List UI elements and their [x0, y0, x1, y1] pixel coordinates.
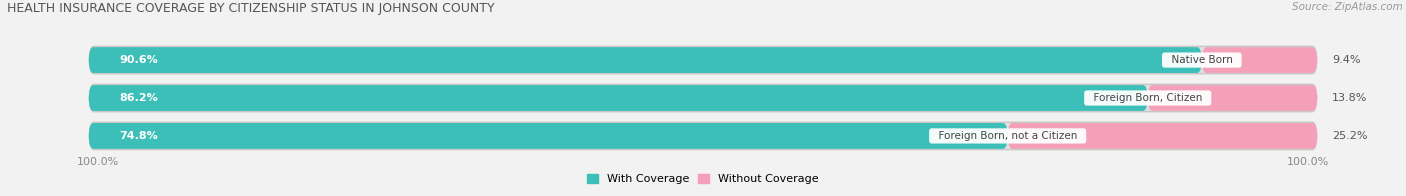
- FancyBboxPatch shape: [89, 123, 1008, 149]
- Text: Foreign Born, not a Citizen: Foreign Born, not a Citizen: [932, 131, 1084, 141]
- Text: 13.8%: 13.8%: [1331, 93, 1368, 103]
- FancyBboxPatch shape: [89, 123, 1317, 149]
- FancyBboxPatch shape: [89, 83, 1317, 113]
- Text: 90.6%: 90.6%: [120, 55, 159, 65]
- Text: 74.8%: 74.8%: [120, 131, 159, 141]
- Text: Source: ZipAtlas.com: Source: ZipAtlas.com: [1292, 2, 1403, 12]
- Text: 86.2%: 86.2%: [120, 93, 159, 103]
- Text: 25.2%: 25.2%: [1331, 131, 1368, 141]
- FancyBboxPatch shape: [89, 46, 1317, 74]
- FancyBboxPatch shape: [89, 122, 1317, 150]
- Legend: With Coverage, Without Coverage: With Coverage, Without Coverage: [582, 169, 824, 189]
- FancyBboxPatch shape: [89, 85, 1147, 111]
- FancyBboxPatch shape: [89, 85, 1317, 111]
- FancyBboxPatch shape: [89, 47, 1202, 73]
- FancyBboxPatch shape: [89, 47, 1317, 73]
- FancyBboxPatch shape: [1202, 47, 1317, 73]
- Text: 100.0%: 100.0%: [1288, 157, 1330, 167]
- Text: HEALTH INSURANCE COVERAGE BY CITIZENSHIP STATUS IN JOHNSON COUNTY: HEALTH INSURANCE COVERAGE BY CITIZENSHIP…: [7, 2, 495, 15]
- Text: Foreign Born, Citizen: Foreign Born, Citizen: [1087, 93, 1209, 103]
- Text: 9.4%: 9.4%: [1331, 55, 1361, 65]
- FancyBboxPatch shape: [1147, 85, 1317, 111]
- FancyBboxPatch shape: [1008, 123, 1317, 149]
- Text: Native Born: Native Born: [1164, 55, 1239, 65]
- Text: 100.0%: 100.0%: [76, 157, 118, 167]
